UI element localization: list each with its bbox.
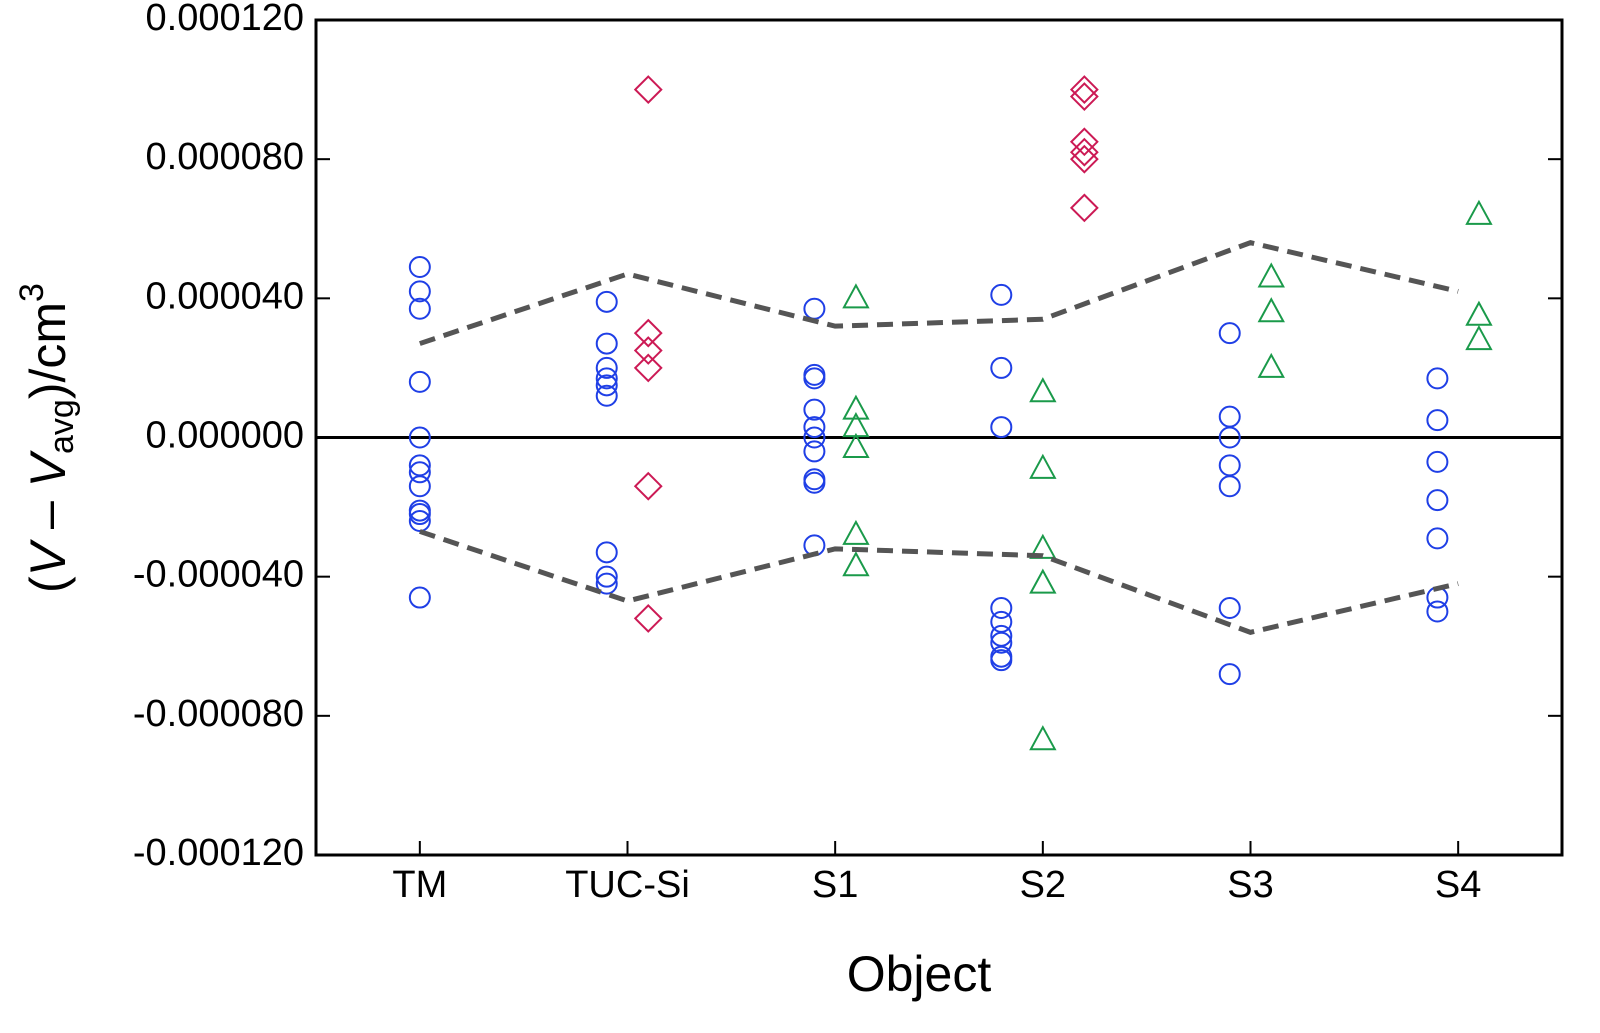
x-tick-label: S4 — [1435, 864, 1481, 906]
y-tick-label: 0.000040 — [146, 275, 305, 317]
triangle-marker — [1465, 199, 1493, 225]
y-label-part: V — [20, 538, 76, 576]
circle-marker — [803, 297, 826, 320]
triangle-marker — [1257, 352, 1285, 378]
circle-marker — [990, 649, 1013, 672]
triangle-marker — [1029, 453, 1057, 479]
circle-marker — [803, 367, 826, 390]
circle-marker — [1426, 600, 1449, 623]
circle-marker — [990, 631, 1013, 654]
triangle-marker — [1257, 262, 1285, 288]
circle-marker — [408, 510, 431, 532]
circle-marker — [1218, 454, 1241, 477]
circle-marker — [408, 503, 431, 526]
triangle-marker — [842, 411, 870, 438]
x-tick-label: TM — [392, 864, 447, 906]
triangle-marker — [1465, 324, 1493, 351]
triangle-marker — [842, 283, 870, 309]
dashed-line — [419, 529, 1459, 635]
circle-marker — [408, 426, 431, 449]
circle-marker — [1218, 426, 1241, 449]
triangle-marker — [1029, 725, 1057, 751]
circle-marker — [1218, 322, 1241, 345]
y-tick-label: 0.000120 — [146, 0, 305, 39]
y-label-part: avg — [43, 399, 81, 454]
circle-marker — [803, 416, 826, 439]
triangle-marker — [842, 551, 870, 577]
triangle-marker — [1029, 533, 1057, 559]
triangle-marker — [1465, 300, 1493, 326]
diamond-marker — [1069, 193, 1099, 223]
diamond-marker — [633, 318, 663, 348]
triangle-marker — [1029, 568, 1057, 594]
diamond-marker — [633, 353, 663, 383]
diamond-marker — [1069, 82, 1099, 111]
triangle-marker — [842, 432, 870, 458]
diamond-marker — [1069, 127, 1099, 157]
y-label-part: 3 — [13, 283, 51, 302]
x-tick-label: S3 — [1227, 864, 1273, 906]
circle-marker — [1426, 367, 1449, 390]
triangle-marker — [1257, 297, 1285, 323]
circle-marker — [990, 596, 1013, 619]
circle-marker — [595, 541, 618, 564]
circle-marker — [595, 374, 618, 397]
circle-marker — [408, 280, 431, 303]
circle-marker — [408, 370, 431, 393]
diamond-marker — [633, 604, 663, 633]
y-tick-label: -0.000080 — [133, 693, 304, 735]
circle-marker — [595, 290, 618, 313]
circle-marker — [1218, 663, 1241, 686]
circle-marker — [803, 440, 826, 463]
diamond-marker — [1069, 137, 1099, 167]
circle-marker — [595, 332, 618, 355]
triangle-marker — [842, 519, 870, 545]
circle-marker — [1218, 405, 1241, 428]
circle-marker — [990, 283, 1013, 306]
y-tick-label: -0.000040 — [133, 554, 304, 596]
x-tick-label: TUC-Si — [565, 864, 690, 906]
circle-marker — [1426, 409, 1449, 432]
circle-marker — [803, 398, 826, 421]
circle-marker — [595, 356, 618, 379]
diamond-marker — [633, 336, 663, 365]
circle-marker — [595, 565, 618, 588]
circle-marker — [1218, 596, 1241, 619]
circle-marker — [1426, 450, 1449, 473]
diamond-marker — [633, 471, 663, 501]
x-tick-label: S1 — [812, 864, 858, 906]
triangle-marker — [842, 394, 870, 420]
circle-marker — [408, 297, 431, 320]
circle-marker — [595, 572, 618, 595]
diamond-marker — [1069, 144, 1099, 174]
y-axis-label: (V – Vavg)/cm3 — [13, 283, 81, 593]
circle-marker — [803, 426, 826, 449]
y-label-part: – — [20, 487, 76, 543]
diamond-marker — [1069, 75, 1099, 104]
circle-marker — [408, 475, 431, 498]
circle-marker — [408, 256, 431, 279]
circle-marker — [595, 367, 618, 390]
y-tick-label: 0.000000 — [146, 415, 305, 457]
circle-marker — [990, 416, 1013, 439]
circle-marker — [803, 471, 826, 494]
circle-marker — [1218, 475, 1241, 498]
y-tick-label: 0.000080 — [146, 136, 305, 178]
dashed-line — [419, 240, 1459, 346]
y-label-part: )/cm — [20, 302, 76, 399]
x-axis-label: Object — [847, 946, 992, 1002]
circle-marker — [408, 461, 431, 484]
circle-marker — [1426, 527, 1449, 550]
triangle-marker — [1029, 377, 1057, 403]
circle-marker — [595, 384, 618, 407]
diamond-marker — [633, 75, 663, 104]
y-label-part: ( — [20, 576, 76, 593]
circle-marker — [1426, 489, 1449, 512]
y-tick-label: -0.000120 — [133, 832, 304, 874]
y-label-part: V — [20, 449, 76, 487]
circle-marker — [408, 586, 431, 609]
circle-marker — [990, 356, 1013, 379]
x-tick-label: S2 — [1020, 864, 1066, 906]
